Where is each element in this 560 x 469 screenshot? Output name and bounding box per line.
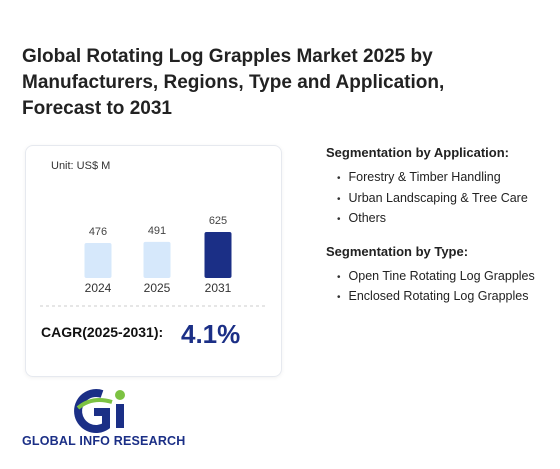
segment-list: Forestry & Timber HandlingUrban Landscap… — [326, 168, 556, 230]
cagr-label: CAGR(2025-2031): — [41, 324, 163, 340]
logo-dot — [115, 390, 125, 400]
x-tick-label: 2024 — [85, 281, 112, 295]
segment-list: Open Tine Rotating Log GrapplesEnclosed … — [326, 267, 556, 308]
bar — [84, 242, 112, 278]
cagr-value: 4.1% — [181, 319, 240, 349]
segment-item: Open Tine Rotating Log Grapples — [337, 267, 556, 288]
segment-heading: Segmentation by Application: — [326, 145, 509, 160]
value-label: 476 — [89, 226, 107, 238]
x-tick-label: 2031 — [205, 281, 232, 295]
value-label: 625 — [209, 215, 227, 227]
segment-item: Urban Landscaping & Tree Care — [337, 189, 556, 210]
x-tick-label: 2025 — [144, 281, 171, 295]
segment-heading: Segmentation by Type: — [326, 243, 469, 259]
segment-item: Enclosed Rotating Log Grapples — [337, 287, 556, 308]
logo-mark — [74, 389, 125, 433]
chart: Unit: US$ M CAGR(2025-2031): 4.1% 476 202… — [40, 160, 267, 349]
unit-label: Unit: US$ M — [51, 160, 110, 172]
logo-text: GLOBAL INFO RESEARCH — [22, 434, 186, 448]
segment-item: Forestry & Timber Handling — [337, 168, 556, 189]
segment-item: Others — [337, 209, 556, 230]
logo-i — [116, 404, 124, 428]
logo-swoosh — [76, 398, 113, 410]
segment-group: Segmentation by Application: Forestry & T… — [326, 145, 556, 230]
segmentation: Segmentation by Application: Forestry & T… — [326, 145, 556, 322]
bar — [204, 232, 232, 278]
segment-group: Segmentation by Type: Open Tine Rotating … — [326, 244, 556, 308]
title: Global Rotating Log Grapples Market 2025… — [22, 46, 445, 119]
value-label: 491 — [148, 225, 166, 237]
bar — [143, 241, 171, 278]
logo-g — [74, 389, 110, 433]
chart-card: Unit: US$ M CAGR(2025-2031): 4.1% 476 202… — [25, 145, 282, 377]
